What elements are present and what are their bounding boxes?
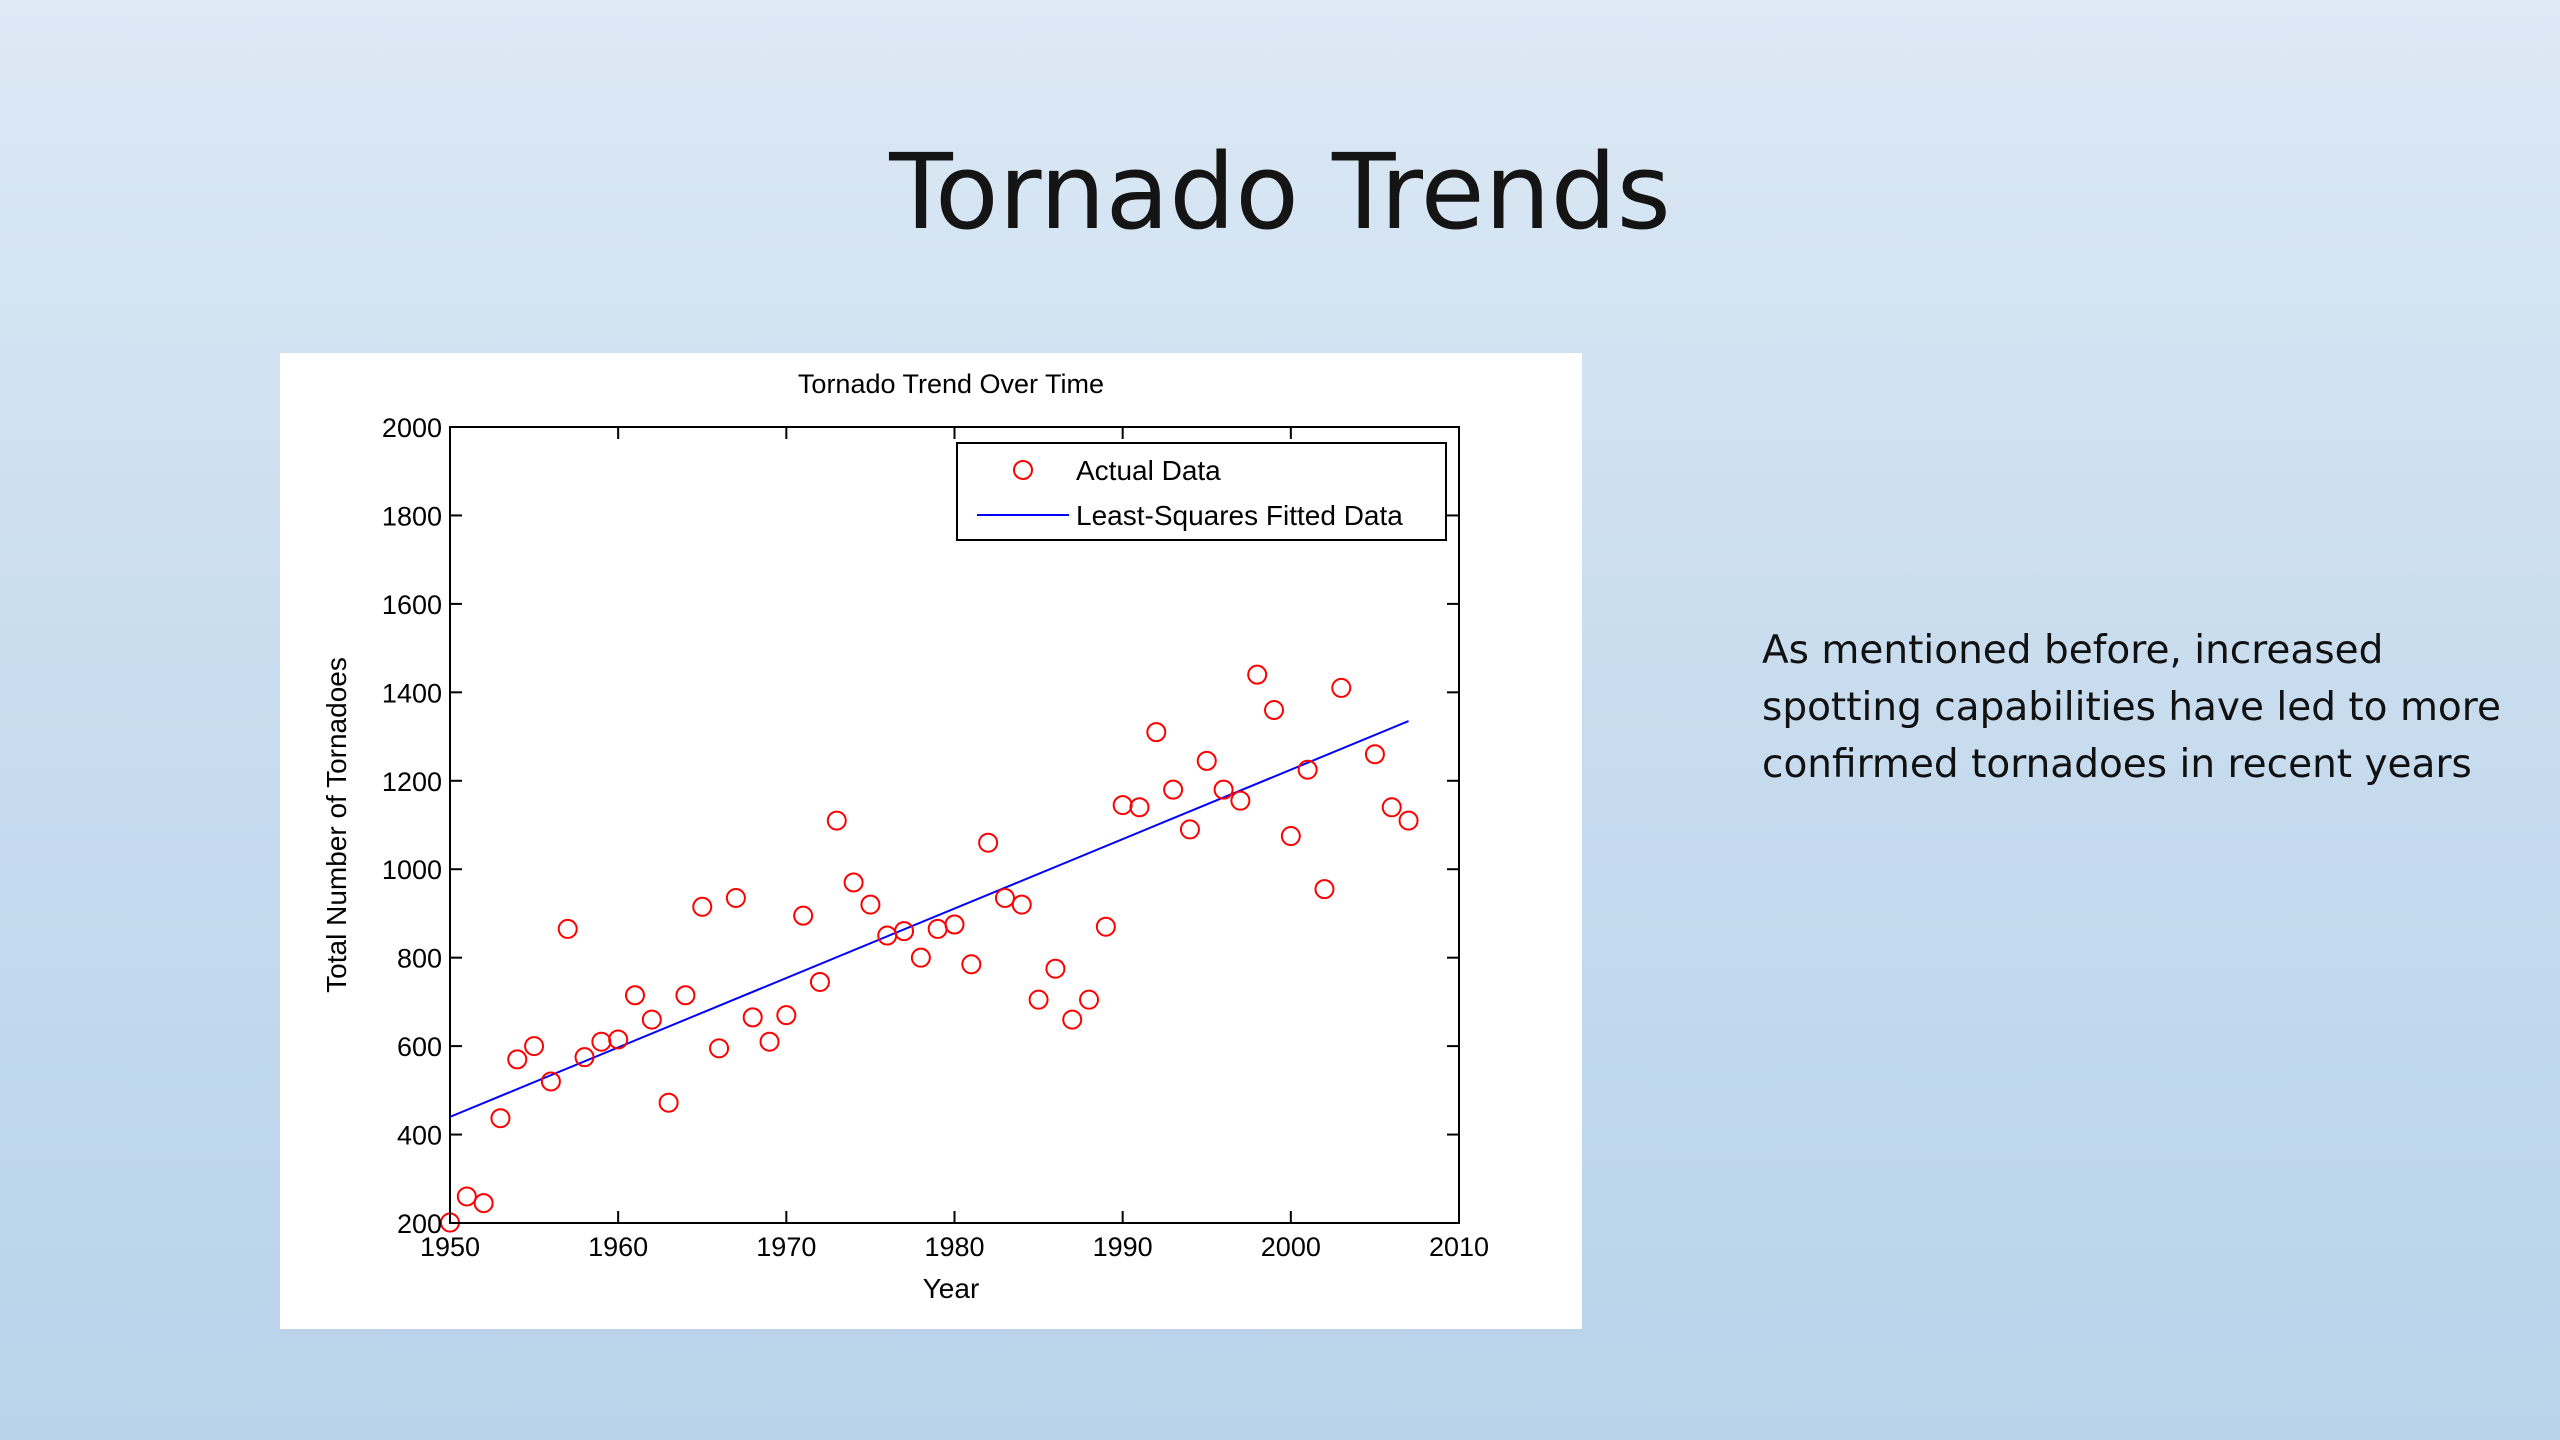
fit-line-layer [449,720,1409,1118]
legend-box [956,442,1447,541]
data-point [742,1007,763,1028]
data-point [1079,989,1100,1010]
fit-line [449,720,1409,1118]
data-point [1314,879,1335,900]
legend: Actual Data Least-Squares Fitted Data [956,442,1447,541]
x-tick-label: 1990 [1093,1232,1153,1262]
y-tick-label: 1200 [382,767,442,797]
slide-title: Tornado Trends [889,131,1671,253]
data-point [608,1029,629,1050]
data-point [944,914,965,935]
data-point [1179,819,1200,840]
y-tick-label: 800 [397,944,442,974]
legend-label-actual: Actual Data [1076,455,1221,486]
x-tick-label: 1950 [420,1232,480,1262]
data-point [490,1108,511,1129]
data-point [540,1071,561,1092]
data-point [1364,744,1385,765]
data-point [826,810,847,831]
data-point [843,872,864,893]
data-point [1163,779,1184,800]
data-point [1129,797,1150,818]
data-point [1297,759,1318,780]
data-point [978,832,999,853]
data-point [1028,989,1049,1010]
data-point [1398,810,1419,831]
data-point [641,1009,662,1030]
data-point [692,896,713,917]
y-tick-label: 1800 [382,501,442,531]
data-point [1011,894,1032,915]
data-point [709,1038,730,1059]
data-point [776,1005,797,1026]
data-point [1095,916,1116,937]
y-tick-label: 200 [397,1209,442,1239]
y-tick-label: 1400 [382,678,442,708]
y-tick-label: 1000 [382,855,442,885]
data-point [1247,664,1268,685]
data-point [1062,1009,1083,1030]
data-point [624,985,645,1006]
data-point [860,894,881,915]
data-point [910,947,931,968]
data-point [759,1031,780,1052]
data-point [1331,677,1352,698]
plot-area [449,426,1460,1224]
data-point [1213,779,1234,800]
data-point [793,905,814,926]
data-point [1045,958,1066,979]
data-point [473,1193,494,1214]
data-point [961,954,982,975]
data-point [1381,797,1402,818]
data-point [894,921,915,942]
data-point [507,1049,528,1070]
data-point [1146,722,1167,743]
y-tick-label: 400 [397,1121,442,1151]
chart-title: Tornado Trend Over Time [798,369,1104,399]
x-tick-label: 1980 [924,1232,984,1262]
legend-label-fit: Least-Squares Fitted Data [1076,500,1403,531]
y-tick-label: 1600 [382,590,442,620]
axis-ticks: 1950 1960 1970 1980 1990 2000 2010 200 400 600 800… [382,413,1489,1262]
side-note-text: As mentioned before, increased spotting … [1762,628,2501,787]
x-tick-label: 1960 [588,1232,648,1262]
data-point [574,1047,595,1068]
chart-figure: 1950 1960 1970 1980 1990 2000 2010 200 400 600 800… [280,353,1582,1329]
data-point [557,918,578,939]
x-tick-label: 1970 [756,1232,816,1262]
data-point [1196,750,1217,771]
data-point [524,1036,545,1057]
x-tick-label: 2010 [1429,1232,1489,1262]
y-tick-label: 2000 [382,413,442,443]
data-point [1230,790,1251,811]
x-axis-label: Year [923,1273,980,1304]
data-point [725,887,746,908]
data-point [675,985,696,1006]
plot-frame [449,426,1460,1224]
data-point [1264,700,1285,721]
y-tick-label: 600 [397,1032,442,1062]
scatter-chart: 1950 1960 1970 1980 1990 2000 2010 200 400 600 800… [321,369,1489,1304]
data-point [809,971,830,992]
data-point [994,887,1015,908]
x-tick-label: 2000 [1261,1232,1321,1262]
data-point [658,1092,679,1113]
data-points [440,664,1419,1233]
data-point [1280,826,1301,847]
legend-marker-actual [1013,460,1033,480]
y-axis-label: Total Number of Tornadoes [321,657,352,993]
data-point [456,1186,477,1207]
